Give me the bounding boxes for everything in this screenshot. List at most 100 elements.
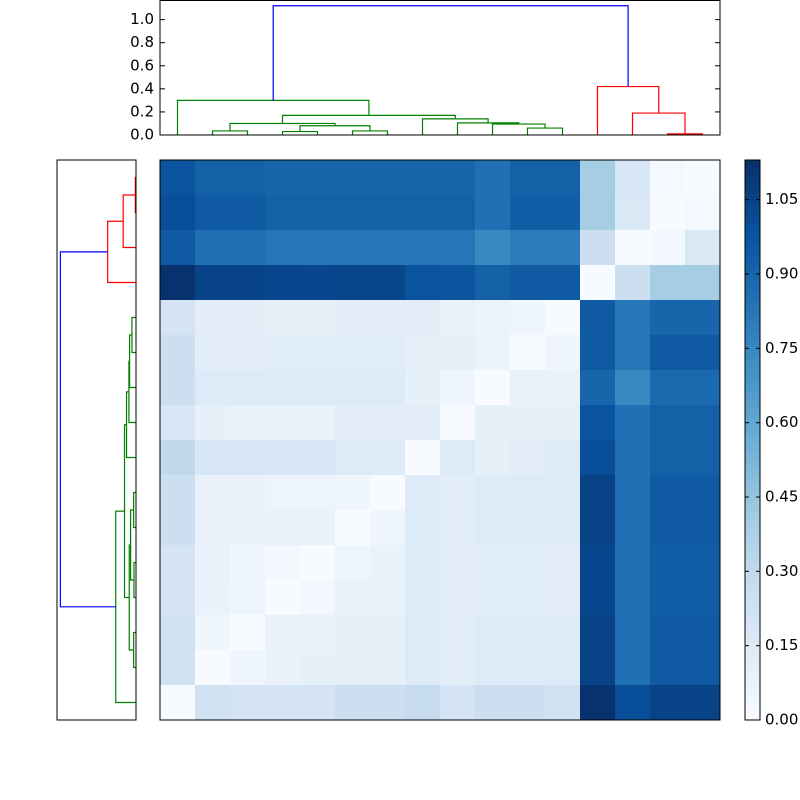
heatmap-cell: [230, 580, 266, 616]
heatmap-cell: [440, 195, 476, 231]
heatmap-cell: [685, 160, 721, 196]
heatmap-cell: [405, 370, 441, 406]
heatmap-cell: [685, 405, 721, 441]
dendrogram-link: [131, 316, 136, 354]
heatmap-cell: [545, 580, 581, 616]
heatmap-cell: [405, 615, 441, 651]
heatmap-cell: [160, 475, 196, 511]
heatmap-cell: [195, 685, 231, 721]
heatmap-cell: [685, 265, 721, 301]
heatmap-cell: [195, 230, 231, 266]
heatmap-cell: [300, 510, 336, 546]
dendrogram-frame: [159, 0, 721, 136]
colorbar-frame: [744, 159, 761, 721]
heatmap-cell: [370, 685, 406, 721]
dendrogram-link: [272, 5, 629, 101]
heatmap-cell: [300, 440, 336, 476]
heatmap-cell: [650, 230, 686, 266]
heatmap-cell: [440, 160, 476, 196]
heatmap-cell: [580, 160, 616, 196]
heatmap-cell: [580, 440, 616, 476]
heatmap-cell: [650, 475, 686, 511]
heatmap-cell: [405, 440, 441, 476]
heatmap-cell: [230, 475, 266, 511]
heatmap-cell: [335, 580, 371, 616]
heatmap-cell: [685, 510, 721, 546]
heatmap-cell: [475, 685, 511, 721]
heatmap-cell: [615, 440, 651, 476]
heatmap-cell: [615, 545, 651, 581]
heatmap-cell: [370, 510, 406, 546]
dendrogram-link: [211, 130, 249, 135]
heatmap-cell: [160, 195, 196, 231]
heatmap-cell: [510, 650, 546, 686]
heatmap-cell: [370, 370, 406, 406]
heatmap-cell: [510, 405, 546, 441]
heatmap-cell: [440, 440, 476, 476]
heatmap-cell: [335, 685, 371, 721]
heatmap-cell: [475, 440, 511, 476]
heatmap-cell: [545, 615, 581, 651]
heatmap-cell: [265, 195, 301, 231]
heatmap-cell: [475, 195, 511, 231]
heatmap-cell: [615, 475, 651, 511]
top-dendrogram: 0.0 0.2 0.4 0.6 0.8 1.0: [130, 0, 721, 144]
heatmap-cell: [580, 510, 616, 546]
dendrogram-link: [229, 122, 336, 131]
heatmap-cell: [615, 195, 651, 231]
heatmap-cell: [510, 615, 546, 651]
heatmap-cell: [195, 335, 231, 371]
heatmap-cell: [335, 230, 371, 266]
heatmap-cell: [370, 545, 406, 581]
heatmap-cell: [475, 160, 511, 196]
heatmap-cell: [300, 580, 336, 616]
heatmap-cell: [265, 265, 301, 301]
colorbar-tick-label: 0.15: [765, 636, 798, 654]
heatmap-cell: [650, 510, 686, 546]
dendrogram-link: [631, 112, 686, 135]
heatmap-cell: [580, 650, 616, 686]
heatmap-cell: [510, 195, 546, 231]
heatmap-cell: [545, 650, 581, 686]
dendrogram-link: [115, 510, 136, 704]
heatmap-cell: [615, 580, 651, 616]
heatmap-cell: [615, 405, 651, 441]
dendrogram-link: [128, 334, 136, 389]
heatmap-cell: [615, 230, 651, 266]
dendrogram-link: [491, 123, 546, 135]
heatmap-cell: [230, 195, 266, 231]
heatmap-cell: [510, 685, 546, 721]
heatmap-cell: [160, 615, 196, 651]
heatmap-cell: [160, 580, 196, 616]
heatmap-cell: [300, 405, 336, 441]
heatmap-cell: [230, 685, 266, 721]
heatmap-cell: [580, 580, 616, 616]
y-tick-label: 1.0: [130, 10, 154, 28]
dendrogram-link: [128, 544, 134, 651]
heatmap-cell: [370, 440, 406, 476]
colorbar: 0.00 0.15 0.30 0.45 0.60 0.75 0.90 1.05: [744, 159, 798, 729]
heatmap-cell: [545, 475, 581, 511]
heatmap-cell: [440, 265, 476, 301]
heatmap-cell: [230, 370, 266, 406]
heatmap-cell: [510, 265, 546, 301]
heatmap-cell: [580, 685, 616, 721]
heatmap-cell: [615, 300, 651, 336]
heatmap-cell: [440, 545, 476, 581]
heatmap-cell: [300, 615, 336, 651]
heatmap-cell: [195, 370, 231, 406]
heatmap-cell: [650, 300, 686, 336]
heatmap-cell: [685, 615, 721, 651]
heatmap-cell: [440, 685, 476, 721]
heatmap-cell: [160, 230, 196, 266]
heatmap-cell: [510, 370, 546, 406]
heatmap-cell: [265, 650, 301, 686]
heatmap-cell: [265, 160, 301, 196]
heatmap-cell: [615, 650, 651, 686]
heatmap-cell: [370, 300, 406, 336]
heatmap-cell: [230, 300, 266, 336]
dendrogram-link: [125, 391, 136, 459]
heatmap-cell: [370, 405, 406, 441]
heatmap-cell: [475, 405, 511, 441]
heatmap-cell: [685, 545, 721, 581]
